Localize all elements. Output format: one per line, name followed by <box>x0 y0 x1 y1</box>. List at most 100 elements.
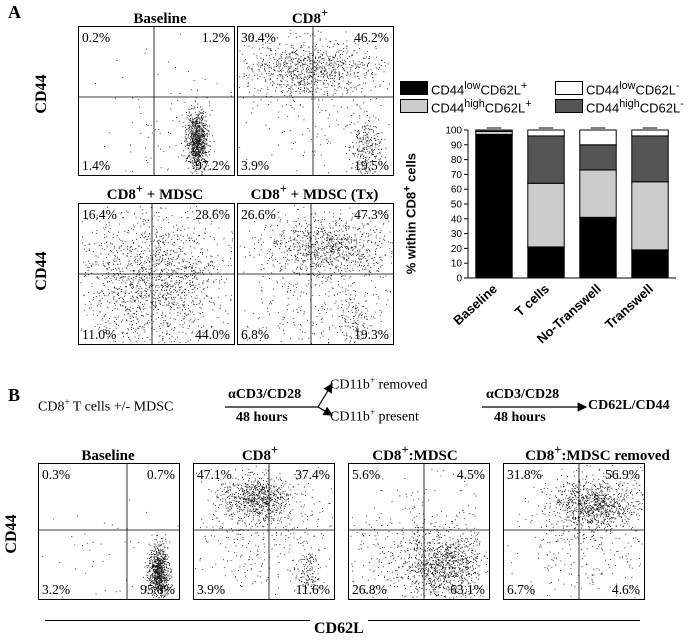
bar-chart-y-tick-label: 60 <box>451 185 463 196</box>
legend-item-high-pos: CD44highCD62L+ <box>400 98 532 115</box>
legend-swatch <box>555 81 583 96</box>
flow-stim1: αCD3/CD28 <box>228 387 302 402</box>
plot-a4-title: CD8+ + MDSC (Tx) <box>250 182 379 203</box>
legend-item-high-neg: CD44highCD62L- <box>555 98 684 115</box>
plot-b1-q-lr: 95.8% <box>140 581 175 597</box>
plot-b3-title: CD8+:MDSC <box>372 443 458 464</box>
panel-a-letter: A <box>8 2 21 22</box>
bar-category-label: T cells <box>512 281 552 319</box>
bar-segment <box>527 129 565 137</box>
dot-plot-a1-scatter <box>79 27 234 175</box>
flow-time2: 48 hours <box>494 410 546 425</box>
dot-plot-a3: 16.4% 28.6% 11.0% 44.0% <box>78 203 235 345</box>
bar-segment <box>527 246 565 279</box>
bar-chart-y-label: % within CD8+ cells <box>401 153 419 275</box>
dot-plot-b3: 5.6% 4.5% 26.8% 63.1% <box>348 463 490 600</box>
plot-b4-q-ul: 31.8% <box>507 467 542 482</box>
bar-segment <box>475 133 513 279</box>
bar-segment <box>579 216 617 279</box>
legend-item-low-pos: CD44lowCD62L+ <box>400 80 527 97</box>
legend-swatch <box>400 81 428 96</box>
dot-plot-a2: 30.4% 46.2% 3.9% 19.5% <box>237 26 394 176</box>
flow-branch-top: CD11b+ removed <box>330 375 428 393</box>
plot-a1-q-ul: 0.2% <box>82 30 111 45</box>
bar-segment <box>631 249 669 279</box>
plot-a1-q-ll: 1.4% <box>82 157 111 173</box>
bar-chart-y-tick-label: 0 <box>456 274 462 285</box>
dot-plot-b2: 47.1% 37.4% 3.9% 11.6% <box>193 463 335 600</box>
plot-b3-q-ur: 4.5% <box>456 467 485 482</box>
bar-segment <box>527 182 565 248</box>
plot-b3-q-lr: 63.1% <box>450 581 485 597</box>
panel-a-y-label-top: CD44 <box>33 74 50 114</box>
plot-b2-q-ur: 37.4% <box>295 467 330 482</box>
plot-a3-q-ul: 16.4% <box>82 207 117 222</box>
dot-plot-b4: 31.8% 56.9% 6.7% 4.6% <box>503 463 645 600</box>
plot-a1-q-lr: 97.2% <box>195 157 230 173</box>
dot-plot-a4-scatter <box>238 204 393 344</box>
bar-segment <box>579 144 617 171</box>
plot-b3-q-ll: 26.8% <box>352 581 387 597</box>
legend-item-low-neg: CD44lowCD62L- <box>555 80 680 97</box>
plot-a4-q-ul: 26.6% <box>241 207 276 222</box>
bar-chart-y-tick-label: 40 <box>451 214 463 225</box>
dot-plot-a1: 0.2% 1.2% 1.4% 97.2% <box>78 26 235 176</box>
legend-swatch <box>400 99 428 114</box>
flow-readout: CD62L/CD44 <box>588 398 670 413</box>
bar-segment <box>631 129 669 137</box>
plot-b1-title: Baseline <box>81 448 135 464</box>
plot-a2-q-ll: 3.9% <box>241 157 270 173</box>
plot-b1-q-ur: 0.7% <box>146 467 175 482</box>
bar-category-label: Baseline <box>450 281 500 328</box>
bar-chart-y-tick-label: 10 <box>451 259 463 270</box>
dot-plot-a4: 26.6% 47.3% 6.8% 19.3% <box>237 203 394 345</box>
plot-a4-q-lr: 19.3% <box>354 326 389 342</box>
dot-plot-a2-scatter <box>238 27 393 175</box>
plot-a1-q-ur: 1.2% <box>201 30 230 45</box>
plot-b2-q-ll: 3.9% <box>197 581 226 597</box>
flow-arrows <box>225 382 588 416</box>
plot-b4-q-ll: 6.7% <box>507 581 536 597</box>
plot-a3-q-lr: 44.0% <box>195 326 230 342</box>
bar-segment <box>631 181 669 251</box>
bar-chart-y-tick-label: 50 <box>451 200 463 211</box>
dot-plot-b1-scatter <box>39 464 179 599</box>
bar-segment <box>579 169 617 218</box>
flow-time1: 48 hours <box>236 410 288 425</box>
bar-chart-y-tick-label: 80 <box>451 155 463 166</box>
dot-plot-b1: 0.3% 0.7% 3.2% 95.8% <box>38 463 180 600</box>
plot-b3-q-ul: 5.6% <box>352 467 381 482</box>
panel-b-x-label: CD62L <box>310 620 368 638</box>
bar-chart-y-tick-label: 30 <box>451 229 463 240</box>
plot-b4-q-lr: 4.6% <box>611 581 640 597</box>
plot-b1-q-ll: 3.2% <box>42 581 71 597</box>
bar-chart-y-tick-label: 70 <box>451 170 463 181</box>
plot-a3-q-ll: 11.0% <box>82 326 117 342</box>
bar-category-label: Transwell <box>602 281 656 332</box>
flow-branch-bottom: CD11b+ present <box>330 407 419 425</box>
bar-segment <box>631 135 669 183</box>
plot-a2-q-lr: 19.5% <box>354 157 389 173</box>
plot-b2-q-ul: 47.1% <box>197 467 232 482</box>
plot-b2-q-lr: 11.6% <box>295 581 330 597</box>
panel-a-y-label-bottom: CD44 <box>33 251 50 291</box>
plot-b4-title: CD8+:MDSC removed <box>525 443 670 464</box>
bar-segment <box>579 129 617 146</box>
plot-a3-title: CD8+ + MDSC <box>106 182 204 203</box>
dot-plot-b3-scatter <box>349 464 489 599</box>
plot-b1-q-ul: 0.3% <box>42 467 71 482</box>
legend-swatch <box>555 99 583 114</box>
dot-plot-a3-scatter <box>79 204 234 344</box>
flow-stim2: αCD3/CD28 <box>486 387 560 402</box>
panel-b-y-label: CD44 <box>3 514 20 554</box>
plot-b2-title: CD8+ <box>241 443 279 464</box>
bar-segment <box>527 135 565 184</box>
bar-chart-y-tick-label: 100 <box>445 126 462 137</box>
bar-chart-y-tick-label: 20 <box>451 244 463 255</box>
plot-a2-title: CD8+ <box>291 6 329 27</box>
plot-a3-q-ur: 28.6% <box>195 207 230 222</box>
panel-b-letter: B <box>8 385 21 405</box>
plot-a1-title: Baseline <box>133 11 187 27</box>
plot-a2-q-ur: 46.2% <box>354 30 389 45</box>
